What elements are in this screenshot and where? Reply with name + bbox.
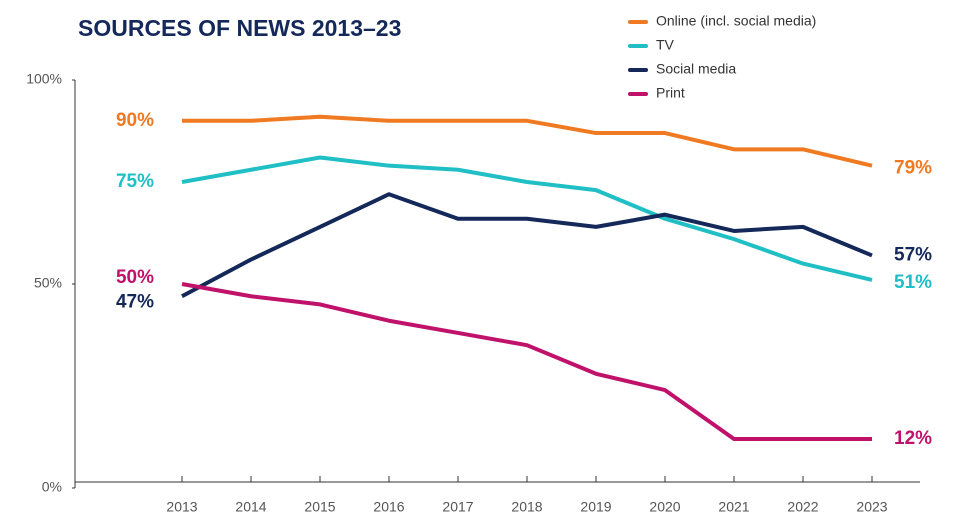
x-tick-label: 2014 <box>235 499 266 515</box>
legend-label: Social media <box>656 61 736 77</box>
x-tick-label: 2013 <box>166 499 197 515</box>
data-label: 79% <box>894 158 932 179</box>
x-tick-label: 2018 <box>511 499 542 515</box>
data-label: 50% <box>116 267 154 288</box>
data-label: 90% <box>116 110 154 131</box>
legend-label: TV <box>656 37 675 53</box>
x-tick-label: 2019 <box>580 499 611 515</box>
data-label: 51% <box>894 272 932 293</box>
y-tick-label: 50% <box>34 275 62 291</box>
data-label: 12% <box>894 428 932 449</box>
data-label: 75% <box>116 171 154 192</box>
series-line <box>181 192 873 299</box>
x-tick-label: 2020 <box>649 499 680 515</box>
data-label: 57% <box>894 244 932 265</box>
x-tick-label: 2021 <box>718 499 749 515</box>
x-tick-label: 2023 <box>856 499 887 515</box>
x-tick-label: 2016 <box>373 499 404 515</box>
data-label: 47% <box>116 291 154 312</box>
chart-title: SOURCES OF NEWS 2013–23 <box>78 15 401 41</box>
series-line <box>181 155 873 282</box>
y-tick-label: 0% <box>42 479 62 495</box>
y-tick-label: 100% <box>26 71 62 87</box>
x-tick-label: 2022 <box>787 499 818 515</box>
x-tick-label: 2015 <box>304 499 335 515</box>
legend-label: Print <box>656 85 685 101</box>
series-line <box>181 282 872 442</box>
legend-label: Online (incl. social media) <box>656 13 816 29</box>
x-tick-label: 2017 <box>442 499 473 515</box>
series-line <box>182 114 873 168</box>
